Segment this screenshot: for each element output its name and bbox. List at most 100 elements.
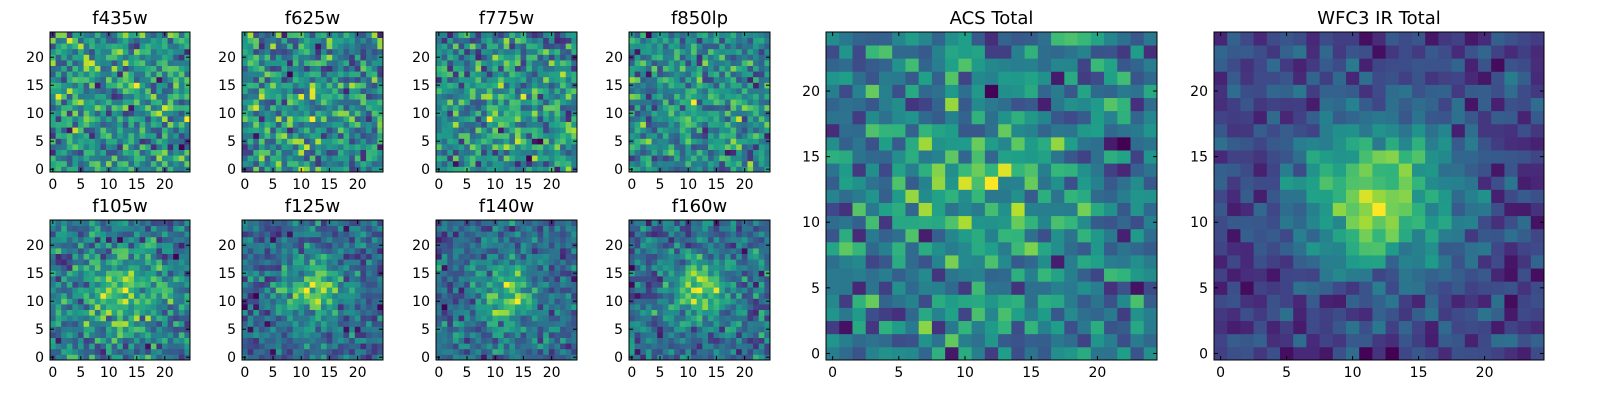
heatmap-cell (685, 54, 691, 60)
heatmap-cell (168, 150, 174, 156)
heatmap-cell (145, 38, 151, 44)
heatmap-cell (526, 310, 532, 316)
heatmap-cell (453, 94, 459, 100)
heatmap-cell (464, 133, 470, 139)
heatmap-cell (498, 88, 504, 94)
heatmap-cell (270, 276, 276, 282)
heatmap-cell (253, 326, 259, 332)
heatmap-cell (521, 77, 527, 83)
heatmap-cell (674, 49, 680, 55)
heatmap-cell (89, 88, 95, 94)
heatmap-cell (84, 248, 90, 254)
heatmap-cell (179, 338, 185, 344)
heatmap-cell (134, 77, 140, 83)
heatmap-cell (106, 226, 112, 232)
heatmap-cell (640, 321, 646, 327)
heatmap-cell (128, 82, 134, 88)
heatmap-cell (332, 349, 338, 355)
heatmap-cell (515, 254, 521, 260)
heatmap-cell (248, 60, 254, 66)
heatmap-cell (349, 254, 355, 260)
heatmap-cell (95, 259, 101, 265)
heatmap-cell (464, 150, 470, 156)
heatmap-cell (702, 122, 708, 128)
heatmap-cell (349, 155, 355, 161)
heatmap-cell (332, 293, 338, 299)
heatmap-cell (123, 298, 129, 304)
heatmap-cell (151, 332, 157, 338)
x-tick-label: 10 (292, 365, 310, 381)
heatmap-cell (298, 66, 304, 72)
heatmap-cell (566, 99, 572, 105)
heatmap-cell (377, 237, 383, 243)
heatmap-cell (549, 116, 555, 122)
heatmap-cell (100, 304, 106, 310)
heatmap-cell (112, 276, 118, 282)
heatmap-cell (100, 332, 106, 338)
heatmap-cell (355, 77, 361, 83)
heatmap-cell (173, 38, 179, 44)
heatmap-cell (276, 349, 282, 355)
heatmap-cell (56, 220, 62, 226)
heatmap-cell (173, 237, 179, 243)
heatmap-cell (162, 155, 168, 161)
heatmap-cell (281, 231, 287, 237)
x-tick-label: 10 (100, 177, 118, 193)
heatmap-cell (265, 60, 271, 66)
heatmap-cell (719, 105, 725, 111)
heatmap-cell (78, 122, 84, 128)
heatmap-cell (566, 282, 572, 288)
heatmap-cell (464, 38, 470, 44)
heatmap-cell (560, 321, 566, 327)
heatmap-cell (566, 310, 572, 316)
heatmap-cell (759, 315, 765, 321)
heatmap-cell (84, 110, 90, 116)
heatmap-cell (248, 310, 254, 316)
heatmap-cell (663, 127, 669, 133)
heatmap-cell (360, 116, 366, 122)
heatmap-cell (691, 150, 697, 156)
y-tick-label: 15 (412, 78, 430, 94)
heatmap-cell (714, 332, 720, 338)
heatmap-cell (117, 138, 123, 144)
heatmap-cell (447, 338, 453, 344)
heatmap-cell (442, 310, 448, 316)
heatmap-cell (61, 338, 67, 344)
heatmap-cell (265, 304, 271, 310)
heatmap-cell (560, 150, 566, 156)
heatmap-cell (475, 161, 481, 167)
heatmap-cell (691, 88, 697, 94)
heatmap-cell (498, 60, 504, 66)
heatmap-cell (492, 276, 498, 282)
heatmap-cell (106, 105, 112, 111)
heatmap-cell (714, 321, 720, 327)
heatmap-cell (112, 161, 118, 167)
heatmap-cell (753, 161, 759, 167)
heatmap-cell (128, 237, 134, 243)
heatmap-cell (259, 105, 265, 111)
heatmap-cell (106, 321, 112, 327)
heatmap-cell (657, 110, 663, 116)
heatmap-cell (293, 66, 299, 72)
heatmap-cell (281, 287, 287, 293)
heatmap-cell (447, 54, 453, 60)
heatmap-cell (554, 226, 560, 232)
heatmap-cell (134, 231, 140, 237)
heatmap-cell (459, 71, 465, 77)
heatmap-cell (640, 94, 646, 100)
heatmap-cell (538, 60, 544, 66)
heatmap-cell (492, 282, 498, 288)
heatmap-cell (162, 226, 168, 232)
heatmap-cell (464, 282, 470, 288)
heatmap-cell (287, 293, 293, 299)
heatmap-cell (464, 265, 470, 271)
heatmap-cell (504, 265, 510, 271)
heatmap-cell (532, 270, 538, 276)
heatmap-cell (360, 326, 366, 332)
heatmap-cell (327, 94, 333, 100)
heatmap-cell (753, 298, 759, 304)
heatmap-cell (571, 226, 577, 232)
heatmap-cell (360, 49, 366, 55)
y-tick-label: 5 (614, 134, 623, 150)
heatmap-cell (453, 60, 459, 66)
